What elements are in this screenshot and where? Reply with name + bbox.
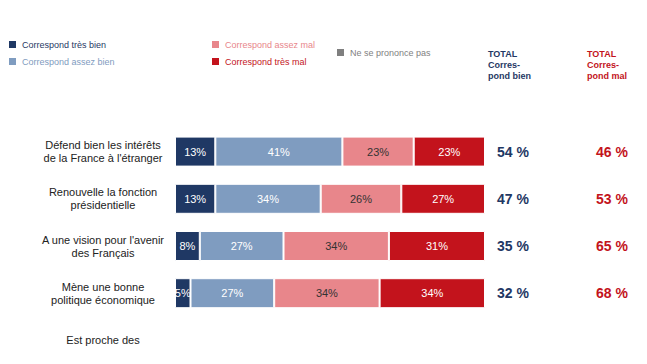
svg-text:34%: 34% [257, 193, 279, 205]
svg-text:Mène une bonne: Mène une bonne [62, 281, 145, 293]
svg-text:des Français: des Français [72, 247, 135, 259]
svg-text:Correspond assez bien: Correspond assez bien [22, 57, 115, 67]
svg-text:35 %: 35 % [497, 238, 529, 254]
svg-text:politique économique: politique économique [51, 294, 155, 306]
svg-text:54 %: 54 % [497, 144, 529, 160]
svg-text:23%: 23% [367, 146, 389, 158]
svg-text:65 %: 65 % [596, 238, 628, 254]
svg-text:Est proche des: Est proche des [66, 334, 140, 346]
svg-text:Corres-: Corres- [587, 60, 619, 70]
svg-text:27%: 27% [221, 287, 243, 299]
svg-text:pond bien: pond bien [488, 71, 531, 81]
svg-text:26%: 26% [350, 193, 372, 205]
svg-text:46 %: 46 % [596, 144, 628, 160]
svg-text:27%: 27% [231, 240, 253, 252]
svg-text:Corres-: Corres- [488, 60, 520, 70]
svg-text:présidentielle: présidentielle [71, 199, 136, 211]
svg-text:pond mal: pond mal [587, 71, 627, 81]
svg-text:TOTAL: TOTAL [488, 49, 518, 59]
svg-text:23%: 23% [438, 146, 460, 158]
svg-text:68 %: 68 % [596, 285, 628, 301]
svg-text:Renouvelle la fonction: Renouvelle la fonction [49, 186, 157, 198]
svg-text:13%: 13% [184, 146, 206, 158]
svg-text:TOTAL: TOTAL [587, 49, 617, 59]
svg-text:Correspond assez mal: Correspond assez mal [225, 40, 315, 50]
svg-text:8%: 8% [179, 240, 195, 252]
svg-text:53 %: 53 % [596, 191, 628, 207]
svg-text:Ne se prononce pas: Ne se prononce pas [350, 48, 431, 58]
svg-text:34%: 34% [421, 287, 443, 299]
svg-text:A une vision pour l'avenir: A une vision pour l'avenir [42, 234, 164, 246]
svg-text:Correspond très bien: Correspond très bien [22, 40, 106, 50]
svg-text:34%: 34% [316, 287, 338, 299]
svg-text:de la France à l'étranger: de la France à l'étranger [44, 152, 163, 164]
svg-text:32 %: 32 % [497, 285, 529, 301]
svg-text:Défend bien les intérêts: Défend bien les intérêts [45, 139, 161, 151]
svg-text:13%: 13% [184, 193, 206, 205]
svg-text:Correspond très mal: Correspond très mal [225, 57, 307, 67]
svg-text:27%: 27% [432, 193, 454, 205]
svg-text:47 %: 47 % [497, 191, 529, 207]
svg-text:5%: 5% [175, 287, 191, 299]
svg-text:31%: 31% [426, 240, 448, 252]
svg-text:34%: 34% [325, 240, 347, 252]
svg-text:41%: 41% [268, 146, 290, 158]
